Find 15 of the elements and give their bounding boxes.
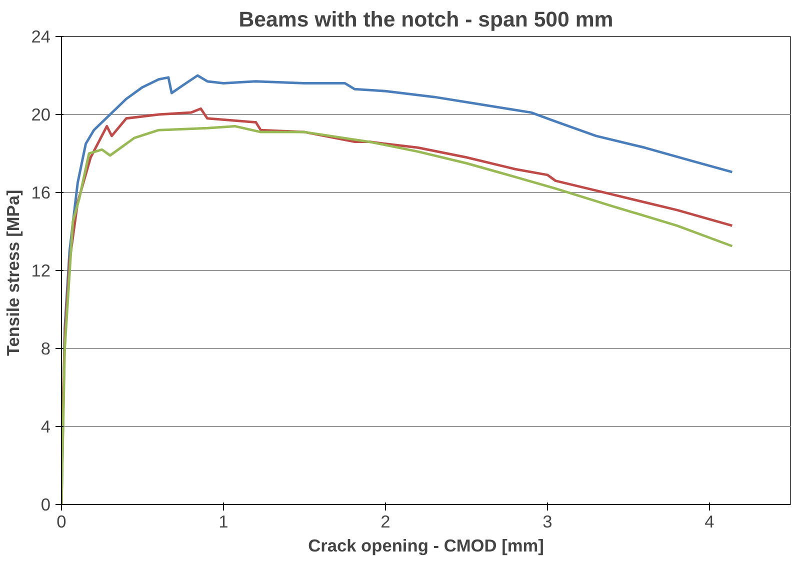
x-tick-label: 1 [218,512,228,532]
y-tick-label: 12 [31,260,51,280]
y-tick-label: 24 [31,26,51,46]
x-tick-label: 4 [704,512,715,532]
y-tick-label: 8 [40,338,51,358]
y-tick-label: 0 [40,494,51,514]
x-axis-title: Crack opening - CMOD [mm] [308,536,544,556]
y-tick-label: 4 [40,416,51,436]
x-tick-label: 3 [542,512,552,532]
x-tick-label: 2 [380,512,390,532]
y-axis-title: Tensile stress [MPa] [3,190,24,356]
y-tick-label: 20 [31,104,51,124]
chart-title: Beams with the notch - span 500 mm [238,8,614,32]
y-tick-label: 16 [31,182,51,202]
x-tick-label: 0 [56,512,66,532]
